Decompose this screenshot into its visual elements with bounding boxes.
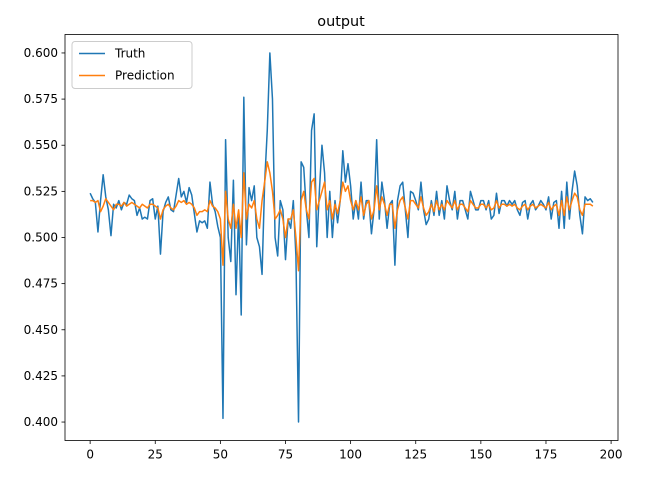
y-tick-label: 0.425 bbox=[24, 369, 58, 383]
x-tick-label: 200 bbox=[600, 448, 623, 462]
legend-label: Truth bbox=[114, 47, 145, 61]
line-series bbox=[90, 161, 594, 272]
x-tick-label: 175 bbox=[535, 448, 558, 462]
y-tick-label: 0.500 bbox=[24, 231, 58, 245]
y-tick-label: 0.600 bbox=[24, 46, 58, 60]
y-tick-label: 0.400 bbox=[24, 415, 58, 429]
y-tick-label: 0.575 bbox=[24, 92, 58, 106]
x-tick-label: 75 bbox=[278, 448, 293, 462]
x-tick-label: 50 bbox=[213, 448, 228, 462]
x-tick-label: 100 bbox=[339, 448, 362, 462]
axes-frame bbox=[64, 34, 619, 441]
x-tick-label: 150 bbox=[469, 448, 492, 462]
chart-title: output bbox=[317, 14, 365, 30]
y-tick-label: 0.550 bbox=[24, 138, 58, 152]
y-tick-label: 0.475 bbox=[24, 277, 58, 291]
y-tick-label: 0.450 bbox=[24, 323, 58, 337]
x-tick-label: 125 bbox=[404, 448, 427, 462]
x-tick-label: 0 bbox=[86, 448, 94, 462]
x-tick-label: 25 bbox=[148, 448, 163, 462]
legend-label: Prediction bbox=[115, 69, 175, 83]
y-tick-label: 0.525 bbox=[24, 184, 58, 198]
